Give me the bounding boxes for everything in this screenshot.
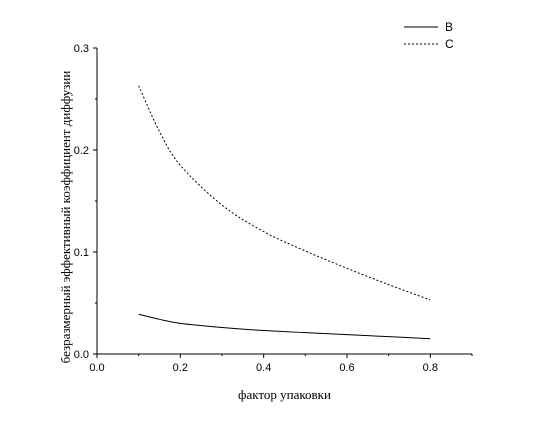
x-tick-label: 0.2 bbox=[173, 362, 188, 374]
x-tick-label: 0.4 bbox=[256, 362, 271, 374]
series-line-b bbox=[138, 313, 431, 340]
x-axis-ticks: 0.0 0.2 0.4 0.6 0.8 bbox=[89, 354, 473, 374]
series-layer bbox=[138, 85, 431, 340]
x-tick-label: 0.0 bbox=[89, 362, 104, 374]
y-axis-ticks: 0.0 0.1 0.2 0.3 bbox=[74, 43, 97, 361]
x-axis-label: фактор упаковки bbox=[238, 387, 331, 402]
legend-label-b: B bbox=[445, 20, 453, 34]
legend-label-c: C bbox=[445, 37, 454, 51]
series-line-c bbox=[138, 85, 431, 301]
x-tick-label: 0.6 bbox=[339, 362, 354, 374]
plot-area bbox=[96, 48, 472, 355]
y-tick-label: 0.1 bbox=[74, 247, 89, 259]
y-tick-label: 0.0 bbox=[74, 349, 89, 361]
x-tick-label: 0.8 bbox=[423, 362, 438, 374]
y-axis-label: безразмерный эффективный коэффициент диф… bbox=[58, 71, 73, 364]
legend: BC bbox=[404, 20, 454, 51]
y-tick-label: 0.2 bbox=[74, 145, 89, 157]
y-tick-label: 0.3 bbox=[74, 43, 89, 55]
